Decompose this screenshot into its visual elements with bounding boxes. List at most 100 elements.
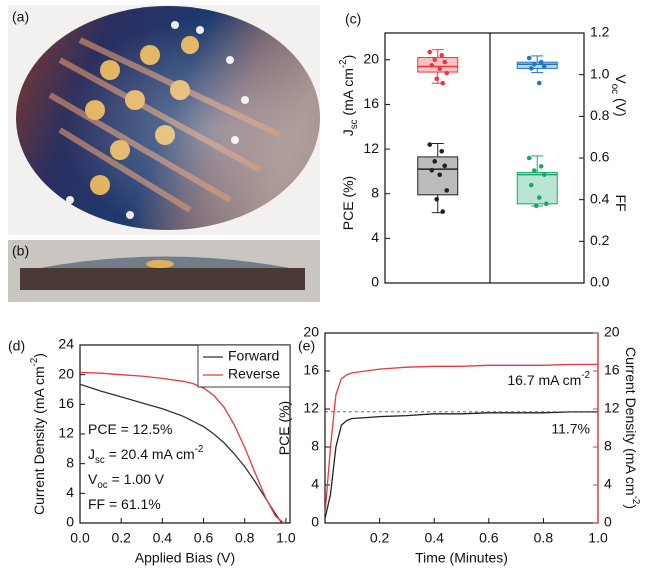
y-tick-label: 20: [303, 324, 319, 340]
y2-tick-label: 8: [604, 438, 612, 454]
point: [534, 204, 539, 209]
text-part: -2: [338, 59, 349, 68]
annotation: FF = 61.1%: [88, 496, 161, 512]
point: [427, 142, 432, 147]
y-tick-label: 8: [311, 438, 319, 454]
y-tick-label: 0: [66, 514, 74, 530]
point: [434, 197, 439, 202]
point: [529, 66, 534, 71]
y2-tick-label: 1.2: [590, 24, 610, 40]
text-part: Current Density (mA cm: [623, 347, 639, 496]
point: [442, 164, 447, 169]
annotation: PCE = 12.5%: [88, 421, 172, 437]
text-part: FF: [613, 194, 629, 211]
y-tick-label: 24: [58, 336, 74, 352]
y-tick-label: 0: [311, 514, 319, 530]
box: [517, 173, 557, 204]
text-part: Current Density (mA cm: [31, 366, 47, 515]
text-part: = 20.4 mA cm: [105, 446, 195, 462]
x-tick-label: 0.2: [111, 530, 131, 546]
point: [439, 53, 444, 58]
point: [527, 156, 532, 161]
point: [537, 81, 542, 86]
text-part: = 1.00 V: [108, 471, 165, 487]
text-part: PCE (%): [340, 176, 356, 230]
y-axis-label: Jsc (mA cm-2): [338, 55, 360, 137]
x-tick-label: 1.0: [588, 530, 608, 546]
figure: (a) (b) (c) 0 4 8 12 16 20 0.0 0.2 0.4 0.6 0.8 1.0 1.2 J…: [0, 0, 645, 569]
y-tick-label: 12: [58, 425, 74, 441]
box: [418, 58, 458, 73]
y-tick-label: 8: [371, 184, 379, 200]
text-part: -2: [581, 370, 590, 381]
x-axis-label: Time (Minutes): [415, 550, 508, 566]
point: [440, 209, 445, 214]
y2-tick-label: 0.8: [590, 107, 610, 123]
y2-tick-label: 0.4: [590, 190, 610, 206]
text-part: -2: [630, 496, 641, 505]
reference-label: 11.7%: [551, 421, 590, 437]
y-tick-label: 4: [66, 484, 74, 500]
y2-axis-label: Current Density (mA cm-2): [623, 347, 641, 509]
point: [427, 50, 432, 55]
y2-tick-label: 0.2: [590, 232, 610, 248]
y-tick-label: 4: [311, 476, 319, 492]
point: [542, 172, 547, 177]
text-part: sc: [349, 119, 360, 129]
panel-label: (a): [12, 9, 29, 25]
x-tick-label: 0.6: [479, 530, 499, 546]
y-axis-label: PCE (%): [340, 176, 356, 230]
text-part: oc: [97, 480, 107, 491]
y-tick-label: 8: [66, 454, 74, 470]
y-tick-label: 12: [363, 140, 379, 156]
point: [529, 183, 534, 188]
photo-a: [8, 5, 320, 235]
text-part: ): [340, 55, 356, 60]
panel-label: (e): [298, 338, 315, 354]
y-tick-label: 12: [303, 400, 319, 416]
y2-tick-label: 0: [604, 514, 612, 530]
box: [517, 62, 557, 68]
y-axis-label: Voc (V): [609, 74, 629, 116]
text-part: oc: [609, 84, 620, 94]
legend-label: Forward: [228, 348, 279, 364]
panel-label: (c): [345, 11, 361, 27]
point: [539, 164, 544, 169]
text-part: PCE = 12.5%: [88, 421, 172, 437]
text-part: -2: [195, 444, 204, 455]
point: [429, 63, 434, 68]
text-part: PCE (%): [276, 401, 292, 455]
text-part: 16.7 mA cm: [507, 372, 581, 388]
y-axis-label: Current Density (mA cm-2): [29, 353, 47, 515]
y-tick-label: 20: [363, 50, 379, 66]
text-part: FF = 61.1%: [88, 496, 161, 512]
x-axis-label: Applied Bias (V): [135, 550, 235, 566]
annotation: 16.7 mA cm-2: [507, 370, 590, 388]
y-axis-label: PCE (%): [276, 401, 292, 455]
y-axis-label: FF: [613, 194, 629, 211]
point: [539, 60, 544, 65]
text-part: J: [340, 129, 356, 136]
point: [444, 71, 449, 76]
y-tick-label: 20: [58, 365, 74, 381]
x-tick-label: 0.4: [153, 530, 173, 546]
point: [444, 188, 449, 193]
y2-tick-label: 16: [604, 362, 620, 378]
x-tick-label: 0.8: [534, 530, 554, 546]
x-tick-label: 0.4: [424, 530, 444, 546]
y-tick-label: 4: [371, 229, 379, 245]
text-part: (V): [613, 94, 629, 117]
y2-tick-label: 4: [604, 476, 612, 492]
text-part: ): [623, 504, 639, 509]
y2-tick-label: 0.0: [590, 274, 610, 290]
text-part: -2: [29, 358, 40, 367]
panel-label: (d): [8, 338, 25, 354]
annotation: Jsc = 20.4 mA cm-2: [88, 444, 203, 466]
text-part: ): [31, 353, 47, 358]
y-tick-label: 16: [58, 395, 74, 411]
point: [439, 149, 444, 154]
point: [537, 195, 542, 200]
y2-tick-label: 12: [604, 400, 620, 416]
x-tick-label: 0.0: [70, 530, 90, 546]
panel-label: (b): [12, 243, 29, 259]
